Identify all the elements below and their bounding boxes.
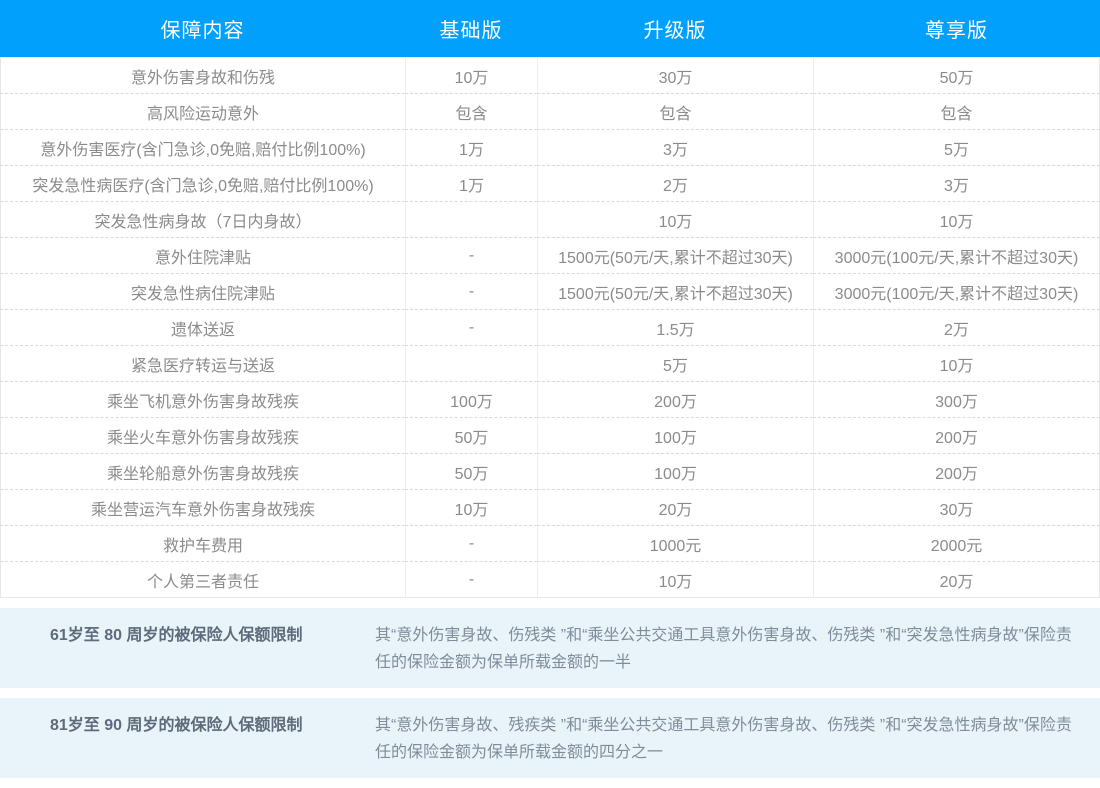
basic-value-cell bbox=[405, 201, 537, 237]
upgrade-value-cell: 1500元(50元/天,累计不超过30天) bbox=[537, 273, 813, 309]
upgrade-value-cell: 30万 bbox=[537, 57, 813, 93]
coverage-name-cell: 遗体送返 bbox=[0, 309, 405, 345]
coverage-comparison-table: 保障内容 基础版 升级版 尊享版 意外伤害身故和伤残 10万 30万 50万 高… bbox=[0, 0, 1100, 598]
table-row: 意外伤害身故和伤残 10万 30万 50万 bbox=[0, 57, 1100, 93]
coverage-name-cell: 个人第三者责任 bbox=[0, 561, 405, 598]
premium-value-cell: 10万 bbox=[813, 345, 1100, 381]
basic-value-cell: - bbox=[405, 525, 537, 561]
table-header: 保障内容 基础版 升级版 尊享版 bbox=[0, 0, 1100, 57]
premium-value-cell: 20万 bbox=[813, 561, 1100, 598]
basic-value-cell: 10万 bbox=[405, 489, 537, 525]
upgrade-value-cell: 10万 bbox=[537, 201, 813, 237]
age-limit-note-61-80: 61岁至 80 周岁的被保险人保额限制 其“意外伤害身故、伤残类 ”和“乘坐公共… bbox=[0, 608, 1100, 688]
coverage-name-cell: 乘坐火车意外伤害身故残疾 bbox=[0, 417, 405, 453]
coverage-name-cell: 紧急医疗转运与送返 bbox=[0, 345, 405, 381]
upgrade-value-cell: 1000元 bbox=[537, 525, 813, 561]
premium-value-cell: 2万 bbox=[813, 309, 1100, 345]
note-title: 81岁至 90 周岁的被保险人保额限制 bbox=[50, 717, 303, 734]
upgrade-value-cell: 100万 bbox=[537, 453, 813, 489]
table-body: 意外伤害身故和伤残 10万 30万 50万 高风险运动意外 包含 包含 包含 意… bbox=[0, 57, 1100, 598]
basic-value-cell: - bbox=[405, 273, 537, 309]
basic-value-cell: 包含 bbox=[405, 93, 537, 129]
coverage-name-cell: 乘坐轮船意外伤害身故残疾 bbox=[0, 453, 405, 489]
basic-value-cell: - bbox=[405, 561, 537, 598]
premium-value-cell: 300万 bbox=[813, 381, 1100, 417]
table-row: 救护车费用 - 1000元 2000元 bbox=[0, 525, 1100, 561]
basic-value-cell: 10万 bbox=[405, 57, 537, 93]
coverage-name-cell: 乘坐飞机意外伤害身故残疾 bbox=[0, 381, 405, 417]
coverage-name-cell: 突发急性病医疗(含门急诊,0免赔,赔付比例100%) bbox=[0, 165, 405, 201]
coverage-name-cell: 意外伤害医疗(含门急诊,0免赔,赔付比例100%) bbox=[0, 129, 405, 165]
table-row: 乘坐飞机意外伤害身故残疾 100万 200万 300万 bbox=[0, 381, 1100, 417]
column-header-upgrade: 升级版 bbox=[537, 0, 813, 57]
premium-value-cell: 5万 bbox=[813, 129, 1100, 165]
table-row: 个人第三者责任 - 10万 20万 bbox=[0, 561, 1100, 598]
upgrade-value-cell: 20万 bbox=[537, 489, 813, 525]
upgrade-value-cell: 2万 bbox=[537, 165, 813, 201]
basic-value-cell: - bbox=[405, 237, 537, 273]
table-row: 意外伤害医疗(含门急诊,0免赔,赔付比例100%) 1万 3万 5万 bbox=[0, 129, 1100, 165]
coverage-name-cell: 突发急性病住院津贴 bbox=[0, 273, 405, 309]
premium-value-cell: 2000元 bbox=[813, 525, 1100, 561]
note-text: 其“意外伤害身故、残疾类 ”和“乘坐公共交通工具意外伤害身故、伤残类 ”和“突发… bbox=[375, 717, 1072, 761]
table-row: 突发急性病医疗(含门急诊,0免赔,赔付比例100%) 1万 2万 3万 bbox=[0, 165, 1100, 201]
upgrade-value-cell: 3万 bbox=[537, 129, 813, 165]
table-row: 紧急医疗转运与送返 5万 10万 bbox=[0, 345, 1100, 381]
coverage-name-cell: 高风险运动意外 bbox=[0, 93, 405, 129]
upgrade-value-cell: 100万 bbox=[537, 417, 813, 453]
note-text: 其“意外伤害身故、伤残类 ”和“乘坐公共交通工具意外伤害身故、伤残类 ”和“突发… bbox=[375, 627, 1072, 671]
basic-value-cell bbox=[405, 345, 537, 381]
column-header-premium: 尊享版 bbox=[813, 0, 1100, 57]
table-row: 突发急性病住院津贴 - 1500元(50元/天,累计不超过30天) 3000元(… bbox=[0, 273, 1100, 309]
basic-value-cell: 50万 bbox=[405, 417, 537, 453]
upgrade-value-cell: 200万 bbox=[537, 381, 813, 417]
coverage-name-cell: 乘坐营运汽车意外伤害身故残疾 bbox=[0, 489, 405, 525]
basic-value-cell: 50万 bbox=[405, 453, 537, 489]
upgrade-value-cell: 5万 bbox=[537, 345, 813, 381]
premium-value-cell: 200万 bbox=[813, 453, 1100, 489]
table-row: 突发急性病身故（7日内身故） 10万 10万 bbox=[0, 201, 1100, 237]
table-row: 乘坐火车意外伤害身故残疾 50万 100万 200万 bbox=[0, 417, 1100, 453]
coverage-name-cell: 突发急性病身故（7日内身故） bbox=[0, 201, 405, 237]
table-row: 遗体送返 - 1.5万 2万 bbox=[0, 309, 1100, 345]
table-row: 乘坐轮船意外伤害身故残疾 50万 100万 200万 bbox=[0, 453, 1100, 489]
table-row: 高风险运动意外 包含 包含 包含 bbox=[0, 93, 1100, 129]
premium-value-cell: 50万 bbox=[813, 57, 1100, 93]
premium-value-cell: 包含 bbox=[813, 93, 1100, 129]
table-row: 意外住院津贴 - 1500元(50元/天,累计不超过30天) 3000元(100… bbox=[0, 237, 1100, 273]
premium-value-cell: 3万 bbox=[813, 165, 1100, 201]
basic-value-cell: 100万 bbox=[405, 381, 537, 417]
basic-value-cell: 1万 bbox=[405, 129, 537, 165]
upgrade-value-cell: 10万 bbox=[537, 561, 813, 598]
column-header-basic: 基础版 bbox=[405, 0, 537, 57]
premium-value-cell: 3000元(100元/天,累计不超过30天) bbox=[813, 237, 1100, 273]
coverage-name-cell: 救护车费用 bbox=[0, 525, 405, 561]
age-limit-note-81-90: 81岁至 90 周岁的被保险人保额限制 其“意外伤害身故、残疾类 ”和“乘坐公共… bbox=[0, 698, 1100, 778]
column-header-coverage: 保障内容 bbox=[0, 0, 405, 57]
upgrade-value-cell: 1.5万 bbox=[537, 309, 813, 345]
table-row: 乘坐营运汽车意外伤害身故残疾 10万 20万 30万 bbox=[0, 489, 1100, 525]
coverage-name-cell: 意外住院津贴 bbox=[0, 237, 405, 273]
header-row: 保障内容 基础版 升级版 尊享版 bbox=[0, 0, 1100, 57]
premium-value-cell: 200万 bbox=[813, 417, 1100, 453]
upgrade-value-cell: 包含 bbox=[537, 93, 813, 129]
note-title: 61岁至 80 周岁的被保险人保额限制 bbox=[50, 627, 303, 644]
basic-value-cell: - bbox=[405, 309, 537, 345]
coverage-name-cell: 意外伤害身故和伤残 bbox=[0, 57, 405, 93]
premium-value-cell: 30万 bbox=[813, 489, 1100, 525]
upgrade-value-cell: 1500元(50元/天,累计不超过30天) bbox=[537, 237, 813, 273]
basic-value-cell: 1万 bbox=[405, 165, 537, 201]
premium-value-cell: 10万 bbox=[813, 201, 1100, 237]
premium-value-cell: 3000元(100元/天,累计不超过30天) bbox=[813, 273, 1100, 309]
